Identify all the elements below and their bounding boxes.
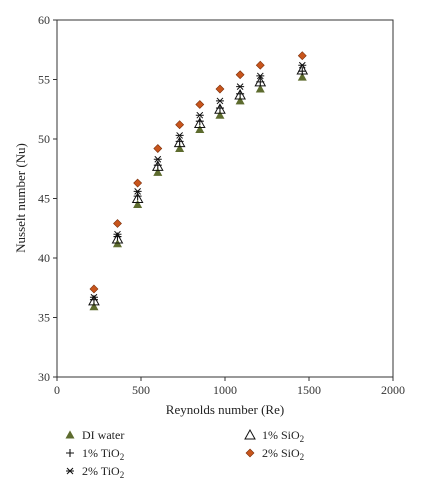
legend-marker	[244, 428, 256, 440]
y-tick-label: 40	[38, 251, 50, 265]
legend-item: 1% TiO2	[66, 446, 124, 462]
data-point	[153, 167, 163, 176]
legend-item: DI water	[65, 428, 124, 442]
data-point	[236, 83, 245, 90]
y-tick-label: 35	[38, 311, 50, 325]
data-point	[131, 192, 144, 203]
legend-marker	[66, 449, 74, 457]
data-point	[214, 103, 226, 114]
plot-frame	[56, 19, 394, 378]
data-marks	[88, 51, 309, 311]
legend-item: 1% SiO2	[244, 428, 304, 444]
data-point	[297, 51, 307, 61]
y-tick-label: 55	[38, 73, 50, 87]
y-tick-label: 30	[38, 370, 50, 384]
data-point	[215, 84, 225, 94]
data-point	[235, 70, 245, 80]
data-point	[153, 155, 162, 163]
legend-text-part: 1% TiO	[82, 446, 120, 460]
data-point	[89, 284, 99, 294]
x-tick-label: 500	[132, 383, 150, 397]
legend-label: 1% SiO2	[262, 428, 304, 444]
legend-item: 2% SiO2	[245, 446, 304, 462]
data-point	[297, 72, 307, 81]
legend-marker	[65, 430, 75, 439]
data-point	[88, 294, 100, 306]
legend-label: 2% TiO2	[82, 464, 124, 480]
legend-marker	[245, 448, 255, 458]
legend-text-part: 2% TiO	[82, 464, 120, 478]
y-axis-label: Nusselt number (Nu)	[13, 143, 28, 253]
data-point	[175, 120, 185, 130]
data-point	[175, 143, 185, 153]
legend-label: DI water	[82, 428, 124, 442]
data-point	[195, 111, 204, 119]
legend-subscript: 2	[300, 452, 305, 462]
data-point	[193, 117, 206, 129]
legend-subscript: 2	[120, 452, 125, 462]
legend-text-part: 2% SiO	[262, 446, 300, 460]
data-point	[255, 84, 265, 93]
data-point	[254, 75, 267, 87]
x-tick-label: 0	[54, 383, 60, 397]
legend-item: 2% TiO2	[66, 464, 124, 480]
data-point	[111, 232, 124, 244]
x-tick-label: 2000	[381, 383, 405, 397]
data-point	[89, 302, 99, 311]
series-0	[89, 72, 307, 311]
y-tick-label: 45	[38, 192, 50, 206]
x-tick-label: 1000	[213, 383, 237, 397]
data-point	[173, 136, 186, 148]
legend-marker	[66, 467, 74, 475]
y-tick-label: 50	[38, 132, 50, 146]
x-tick-label: 1500	[297, 383, 321, 397]
data-point	[153, 144, 163, 153]
data-point	[133, 199, 143, 208]
data-point	[133, 188, 142, 195]
legend-subscript: 2	[120, 470, 125, 480]
data-point	[133, 178, 143, 188]
data-point	[215, 110, 225, 119]
ticks: 0 500 1000 1500 2000 30 35 40 45 50 55 60	[38, 13, 405, 397]
data-point	[215, 97, 224, 105]
data-point	[151, 160, 164, 171]
legend-text-part: 1% SiO	[262, 428, 300, 442]
series-3	[88, 63, 309, 306]
data-point	[235, 96, 245, 105]
legend-label: 2% SiO2	[262, 446, 304, 462]
data-point	[195, 100, 205, 109]
data-point	[255, 60, 265, 70]
x-axis-label: Reynolds number (Re)	[166, 402, 284, 417]
legend-label: 1% TiO2	[82, 446, 124, 462]
legend-text-part: DI water	[82, 428, 124, 442]
data-point	[175, 132, 184, 139]
data-point	[113, 219, 122, 228]
y-tick-label: 60	[38, 13, 50, 27]
series-4	[89, 51, 307, 294]
data-point	[234, 88, 246, 100]
legend-subscript: 2	[300, 434, 305, 444]
series-2	[89, 61, 307, 301]
data-point	[296, 63, 309, 75]
data-point	[195, 124, 205, 133]
axes	[56, 19, 394, 378]
